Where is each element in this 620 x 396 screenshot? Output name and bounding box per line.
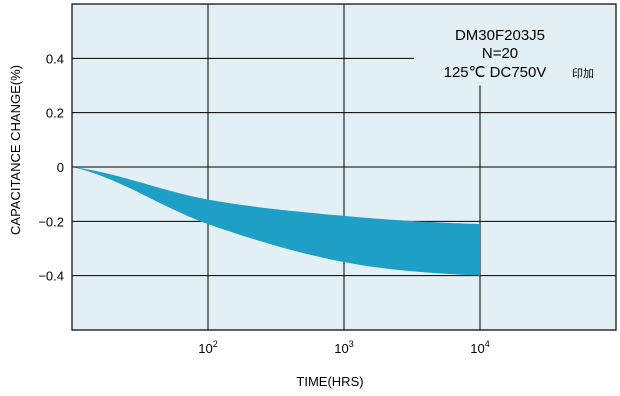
test-condition-annotation: 125℃ DC750V xyxy=(444,64,547,81)
x-axis-title: TIME(HRS) xyxy=(296,374,363,389)
y-axis-title: CAPACITANCE CHANGE(%) xyxy=(8,65,23,235)
y-tick-labels: 0.4 0.2 0 −0.2 −0.4 xyxy=(38,51,64,283)
capacitance-change-band xyxy=(72,167,480,276)
x-tick-label: 103 xyxy=(334,339,353,356)
y-tick-label: 0.4 xyxy=(46,51,64,66)
sample-count-annotation: N=20 xyxy=(482,45,518,62)
applied-note-annotation: 印加 xyxy=(572,67,594,80)
x-tick-labels: 102 103 104 xyxy=(198,339,489,356)
y-tick-label: 0.2 xyxy=(46,106,64,121)
y-tick-label: −0.4 xyxy=(38,269,64,284)
annotation-block: DM30F203J5 N=20 125℃ DC750V 印加 xyxy=(444,27,594,81)
y-tick-label: 0 xyxy=(57,160,64,175)
plot-frame xyxy=(71,3,617,331)
x-tick-label: 104 xyxy=(470,339,489,356)
x-tick-label: 102 xyxy=(198,339,217,356)
y-tick-label: −0.2 xyxy=(38,214,64,229)
model-annotation: DM30F203J5 xyxy=(455,27,545,44)
